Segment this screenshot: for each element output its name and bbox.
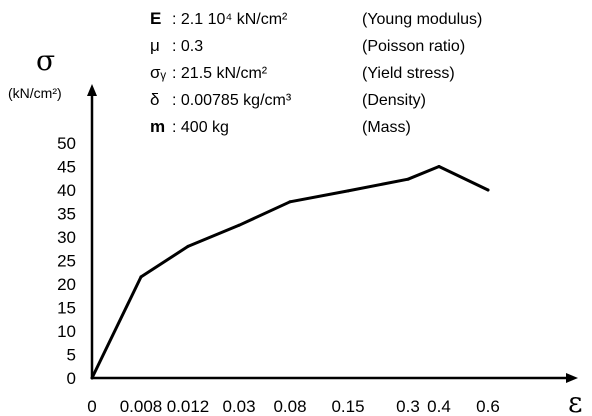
x-tick-label: 0.6 <box>476 397 500 416</box>
y-axis-unit: (kN/cm²) <box>8 85 62 101</box>
legend-value: : 2.1 10⁴ kN/cm² <box>172 11 288 28</box>
legend-value: : 21.5 kN/cm² <box>172 65 268 82</box>
y-tick-label: 35 <box>57 205 76 224</box>
curve-point <box>139 275 143 279</box>
curve-point <box>346 189 350 193</box>
y-tick-label: 0 <box>67 369 76 388</box>
material-properties-legend: E : 2.1 10⁴ kN/cm² (Young modulus) μ : 0.3 (P… <box>150 9 482 136</box>
legend-description: (Yield stress) <box>362 65 455 82</box>
x-tick-label: 0.08 <box>273 397 306 416</box>
legend-value: : 400 kg <box>172 119 229 136</box>
legend-symbol: m <box>150 117 165 136</box>
x-tick-label: 0.4 <box>427 397 451 416</box>
y-tick-label: 40 <box>57 181 76 200</box>
y-tick-label: 45 <box>57 158 76 177</box>
legend-description: (Density) <box>362 92 426 109</box>
stress-strain-series <box>90 165 490 380</box>
legend-description: (Mass) <box>362 119 411 136</box>
curve-point <box>288 200 292 204</box>
y-tick-label: 25 <box>57 252 76 271</box>
legend-symbol: δ <box>150 90 159 109</box>
x-tick-labels: 0 0.008 0.012 0.03 0.08 0.15 0.3 0.4 0.6 <box>87 397 500 416</box>
legend-description: (Poisson ratio) <box>362 38 465 55</box>
y-tick-label: 5 <box>67 346 76 365</box>
y-tick-label: 15 <box>57 299 76 318</box>
x-axis-symbol: ε <box>568 386 583 416</box>
x-tick-label: 0 <box>87 397 96 416</box>
y-axis-arrowhead <box>87 84 97 96</box>
curve-point <box>406 177 410 181</box>
y-tick-labels: 0 5 10 15 20 25 30 35 40 45 50 <box>57 134 76 388</box>
legend-value: : 0.3 <box>172 38 203 55</box>
x-tick-label: 0.03 <box>222 397 255 416</box>
y-axis-symbol: σ <box>36 44 55 77</box>
curve-point <box>486 188 490 192</box>
x-tick-label: 0.008 <box>120 397 163 416</box>
stress-strain-curve <box>90 165 490 380</box>
y-tick-label: 20 <box>57 275 76 294</box>
y-tick-label: 30 <box>57 228 76 247</box>
curve-point <box>437 165 441 168</box>
curve-point <box>90 376 94 380</box>
x-axis-arrowhead <box>566 373 578 383</box>
y-tick-label: 50 <box>57 134 76 153</box>
y-tick-label: 10 <box>57 322 76 341</box>
x-tick-label: 0.012 <box>167 397 210 416</box>
curve-point <box>237 223 241 227</box>
x-tick-label: 0.3 <box>396 397 420 416</box>
legend-description: (Young modulus) <box>362 11 482 28</box>
x-tick-label: 0.15 <box>331 397 364 416</box>
legend-symbol: E <box>150 9 161 28</box>
legend-value: : 0.00785 kg/cm³ <box>172 92 292 109</box>
legend-symbol: σᵧ <box>150 63 166 82</box>
legend-symbol: μ <box>150 36 160 55</box>
curve-point <box>186 244 190 248</box>
